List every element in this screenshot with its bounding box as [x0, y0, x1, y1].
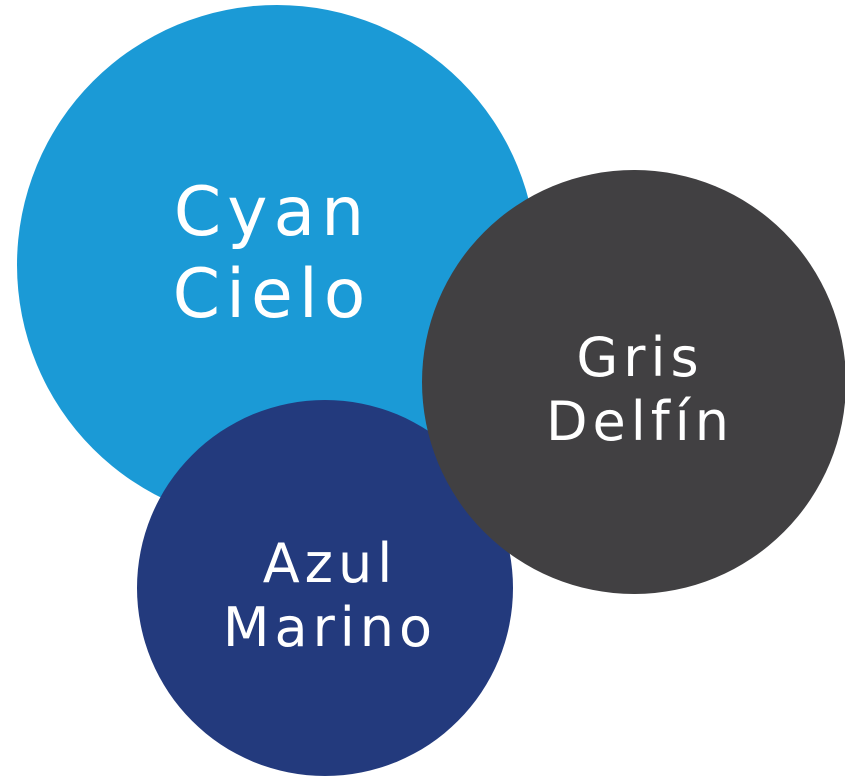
circle-label: Azul — [263, 532, 398, 595]
circle-label: Cyan — [174, 173, 371, 252]
circle-label: Delfín — [546, 390, 734, 453]
circle-group: Cyan Cielo — [17, 5, 537, 525]
circle — [137, 400, 513, 776]
circle-label: Marino — [223, 596, 437, 659]
circle-group: Azul Marino — [137, 400, 513, 776]
circle-label: Gris — [576, 326, 703, 389]
circle-group: Gris Delfín — [422, 170, 845, 594]
circle — [17, 5, 537, 525]
circle — [422, 170, 845, 594]
circle-label: Cielo — [173, 255, 372, 334]
